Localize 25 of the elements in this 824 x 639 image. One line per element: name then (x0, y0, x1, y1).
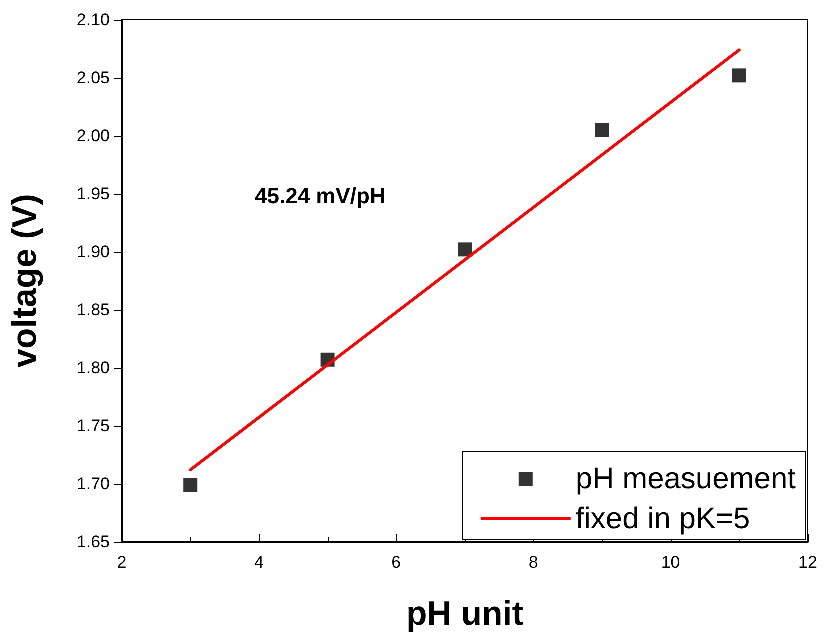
y-tick-label: 2.00 (76, 126, 110, 146)
point (732, 68, 746, 83)
legend-label: pH measuement (576, 462, 797, 496)
y-tick-label: 1.75 (76, 416, 110, 436)
x-tick-label: 2 (117, 553, 127, 572)
y-tick-label: 1.65 (76, 532, 110, 552)
y-tick-label: 1.70 (76, 474, 110, 494)
point (595, 123, 610, 138)
x-tick-label: 10 (661, 553, 680, 572)
y-tick-label: 2.05 (76, 68, 110, 88)
x-tick-label: 12 (798, 553, 818, 572)
y-tick-label: 1.85 (76, 300, 110, 320)
point (184, 478, 198, 492)
x-tick-label: 6 (392, 553, 402, 572)
y-tick-label: 1.80 (76, 358, 110, 378)
y-tick-label: 2.10 (76, 10, 110, 30)
x-axis-title: pH unit (406, 595, 524, 633)
y-axis-title: voltage (V) (6, 194, 44, 368)
legend-label: fixed in pK=5 (576, 502, 750, 536)
x-tick-label: 4 (254, 553, 264, 572)
x-tick-label: 8 (528, 553, 538, 572)
annotation: 45.24 mV/pH (255, 184, 386, 208)
y-tick-label: 1.90 (76, 242, 110, 262)
y-tick-label: 1.95 (76, 184, 110, 204)
point (458, 242, 472, 257)
